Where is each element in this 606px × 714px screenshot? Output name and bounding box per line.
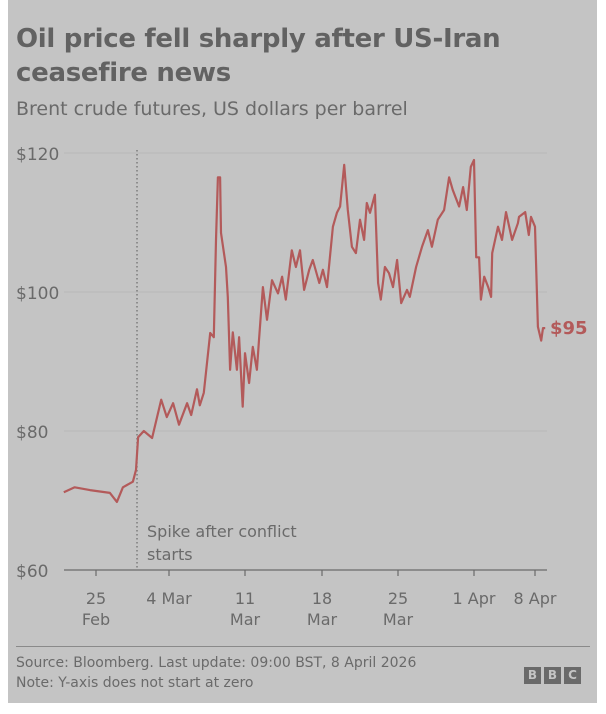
y-tick-label: $60 xyxy=(16,562,48,582)
source-text: Source: Bloomberg. Last update: 09:00 BS… xyxy=(16,655,417,671)
x-tick-label: 8 Apr xyxy=(514,589,557,608)
y-tick-label: $80 xyxy=(16,423,48,443)
chart-title: Oil price fell sharply after US-Iran cea… xyxy=(16,24,501,88)
chart-panel xyxy=(8,0,597,703)
brent-price-line xyxy=(63,158,546,503)
x-tick-label: 1 Apr xyxy=(453,589,496,608)
x-tick-label: Mar xyxy=(307,610,338,629)
y-tick-label: $120 xyxy=(16,145,59,165)
x-tick-label: 25 xyxy=(388,589,408,608)
x-tick-label: Mar xyxy=(230,610,261,629)
annotation-text: starts xyxy=(147,545,193,564)
x-tick-label: Mar xyxy=(383,610,414,629)
x-tick-label: 4 Mar xyxy=(146,589,192,608)
y-tick-label: $100 xyxy=(16,284,59,304)
chart-subtitle: Brent crude futures, US dollars per barr… xyxy=(16,98,408,120)
x-tick-label: Feb xyxy=(82,610,110,629)
x-tick-label: 25 xyxy=(86,589,106,608)
annotation-text: Spike after conflict xyxy=(147,522,297,541)
x-tick-label: 18 xyxy=(312,589,332,608)
x-tick-label: 11 xyxy=(235,589,255,608)
end-value-label: $95 xyxy=(550,318,588,339)
note-text: Note: Y-axis does not start at zero xyxy=(16,675,254,691)
footer-divider xyxy=(16,646,590,647)
